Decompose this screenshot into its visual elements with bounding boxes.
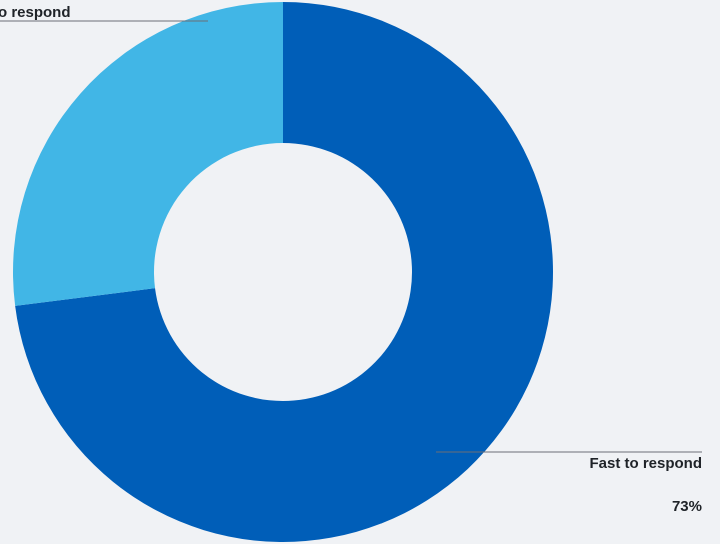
slice-fast-to-respond xyxy=(15,2,554,543)
slice-slow-to-respond xyxy=(12,2,283,306)
slow-label: o respond xyxy=(0,4,71,21)
fast-value: 73% xyxy=(672,498,702,515)
callout-fast: Fast to respond 73% xyxy=(436,451,702,515)
fast-label: Fast to respond xyxy=(589,455,702,472)
callout-slow: o respond xyxy=(0,4,208,22)
donut-slices xyxy=(12,2,554,543)
